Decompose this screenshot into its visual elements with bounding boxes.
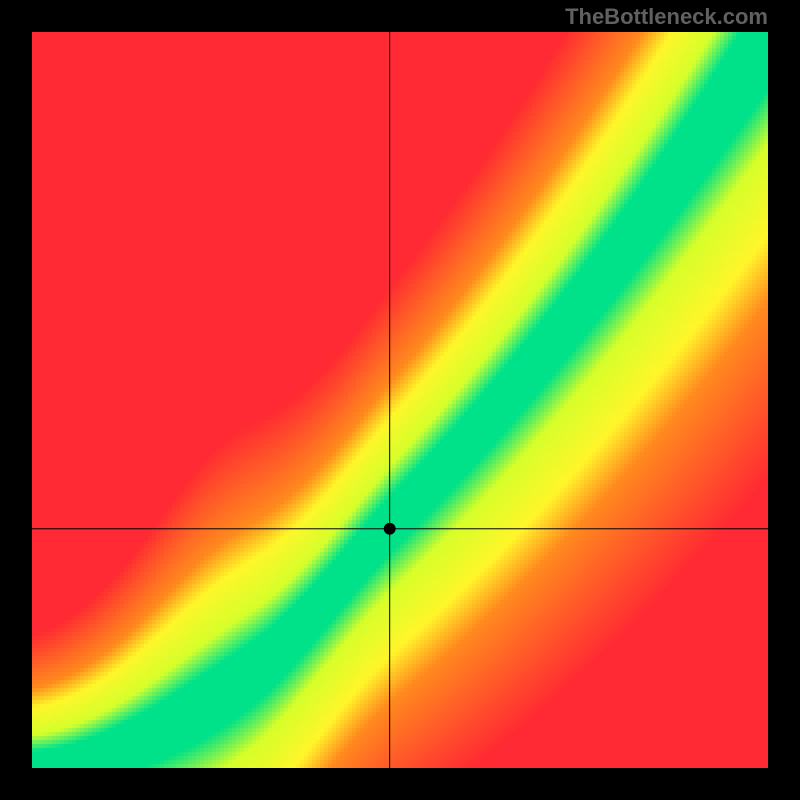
chart-container: TheBottleneck.com <box>0 0 800 800</box>
heatmap-canvas <box>0 0 800 800</box>
watermark-text: TheBottleneck.com <box>565 4 768 30</box>
